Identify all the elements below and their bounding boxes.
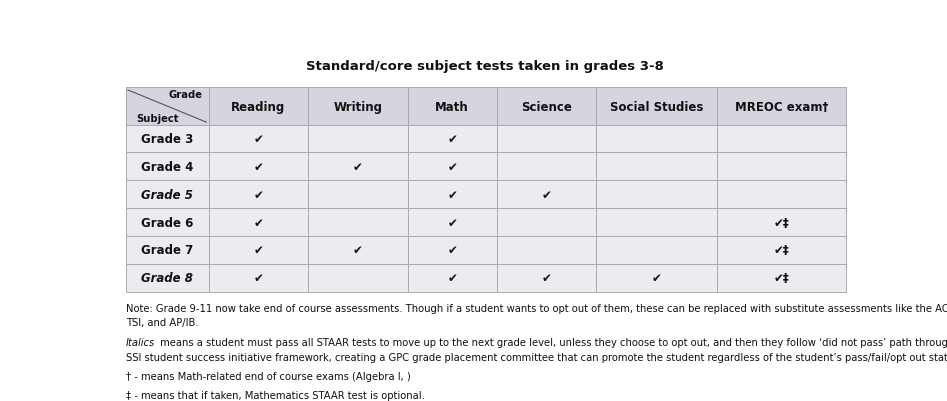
Bar (126, 237, 208, 264)
Bar (407, 88, 497, 125)
Text: Reading: Reading (231, 100, 285, 113)
Bar (497, 264, 597, 292)
Bar (407, 181, 497, 209)
Text: ✔: ✔ (254, 216, 263, 229)
Bar (718, 209, 847, 237)
Bar (308, 181, 407, 209)
Bar (308, 209, 407, 237)
Text: ✔: ✔ (254, 271, 263, 285)
Bar (718, 125, 847, 153)
Bar (208, 264, 308, 292)
Bar (597, 209, 718, 237)
Bar (208, 237, 308, 264)
Bar (126, 209, 208, 237)
Text: means a student must pass all STAAR tests to move up to the next grade level, un: means a student must pass all STAAR test… (156, 337, 947, 347)
Text: Grade: Grade (169, 90, 203, 100)
Bar (497, 209, 597, 237)
Text: ✔‡: ✔‡ (774, 216, 790, 229)
Text: ✔: ✔ (447, 216, 457, 229)
Bar (126, 88, 208, 125)
Text: Grade 6: Grade 6 (141, 216, 193, 229)
Text: ✔‡: ✔‡ (774, 244, 790, 257)
Text: Grade 7: Grade 7 (141, 244, 193, 257)
Bar (126, 264, 208, 292)
Bar (718, 153, 847, 181)
Bar (126, 125, 208, 153)
Text: Standard/core subject tests taken in grades 3-8: Standard/core subject tests taken in gra… (307, 60, 664, 73)
Bar (497, 125, 597, 153)
Bar (718, 88, 847, 125)
Text: ‡ - means that if taken, Mathematics STAAR test is optional.: ‡ - means that if taken, Mathematics STA… (126, 390, 424, 400)
Text: ✔: ✔ (447, 244, 457, 257)
Text: ✔: ✔ (652, 271, 662, 285)
Bar (407, 264, 497, 292)
Text: Grade 3: Grade 3 (141, 133, 193, 146)
Bar (497, 88, 597, 125)
Text: ✔: ✔ (353, 160, 363, 174)
Text: MREOC exam†: MREOC exam† (735, 100, 829, 113)
Bar (308, 264, 407, 292)
Bar (597, 181, 718, 209)
Text: ✔: ✔ (447, 160, 457, 174)
Text: ✔: ✔ (447, 271, 457, 285)
Bar (718, 264, 847, 292)
Text: Note: Grade 9-11 now take end of course assessments. Though if a student wants t: Note: Grade 9-11 now take end of course … (126, 303, 947, 313)
Text: ✔: ✔ (542, 271, 551, 285)
Bar (497, 181, 597, 209)
Text: Social Studies: Social Studies (610, 100, 704, 113)
Bar (597, 153, 718, 181)
Text: ✔: ✔ (254, 188, 263, 201)
Bar (126, 153, 208, 181)
Text: ✔‡: ✔‡ (774, 271, 790, 285)
Text: ✔: ✔ (353, 244, 363, 257)
Text: ✔: ✔ (447, 188, 457, 201)
Bar (208, 88, 308, 125)
Text: ✔: ✔ (254, 133, 263, 146)
Bar (208, 153, 308, 181)
Text: Subject: Subject (136, 113, 178, 124)
Bar (308, 153, 407, 181)
Text: ✔: ✔ (447, 133, 457, 146)
Text: † - means Math-related end of course exams (Algebra I, ): † - means Math-related end of course exa… (126, 371, 410, 381)
Bar (126, 181, 208, 209)
Text: Writing: Writing (333, 100, 383, 113)
Text: SSI student success initiative framework, creating a GPC grade placement committ: SSI student success initiative framework… (126, 352, 947, 362)
Bar (497, 153, 597, 181)
Bar (597, 237, 718, 264)
Bar (208, 209, 308, 237)
Text: ✔: ✔ (254, 244, 263, 257)
Bar (597, 88, 718, 125)
Text: Grade 5: Grade 5 (141, 188, 193, 201)
Text: Grade 8: Grade 8 (141, 271, 193, 285)
Bar (497, 237, 597, 264)
Bar (308, 125, 407, 153)
Text: Science: Science (521, 100, 572, 113)
Text: ✔: ✔ (542, 188, 551, 201)
Bar (407, 209, 497, 237)
Bar (597, 264, 718, 292)
Bar (208, 125, 308, 153)
Text: Italics: Italics (126, 337, 155, 347)
Text: Grade 4: Grade 4 (141, 160, 193, 174)
Text: TSI, and AP/IB.: TSI, and AP/IB. (126, 318, 198, 328)
Bar (407, 237, 497, 264)
Bar (208, 181, 308, 209)
Bar (407, 125, 497, 153)
Text: ✔: ✔ (254, 160, 263, 174)
Bar (597, 125, 718, 153)
Bar (718, 237, 847, 264)
Bar (308, 88, 407, 125)
Bar (308, 237, 407, 264)
Bar (407, 153, 497, 181)
Bar (718, 181, 847, 209)
Text: Math: Math (436, 100, 469, 113)
